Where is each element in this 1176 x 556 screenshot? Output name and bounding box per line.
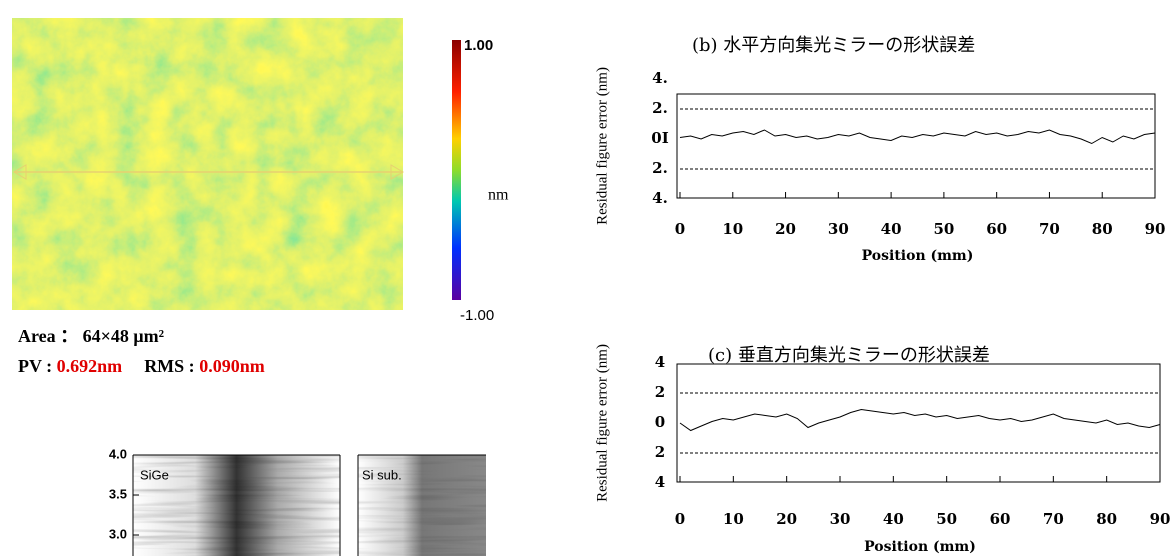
stats: PV : 0.692nm RMS : 0.090nm — [18, 356, 265, 376]
x-tick-label: 80 — [1092, 220, 1113, 238]
x-tick-label: 20 — [775, 220, 796, 238]
scan-marker — [13, 164, 27, 180]
panel-label: SiGe — [140, 467, 169, 482]
sige-streaks — [133, 455, 340, 556]
colorbar-unit: nm — [488, 187, 509, 204]
y-tick-label: 4. — [652, 69, 668, 87]
x-tick-label: 10 — [723, 510, 744, 528]
surface-map — [12, 18, 403, 310]
sisub-streaks — [358, 455, 486, 556]
y-tick-label: 3.5 — [109, 486, 127, 501]
x-tick-label: 60 — [990, 510, 1011, 528]
rms-label: RMS : — [144, 356, 199, 376]
chart-title: (b) 水平方向集光ミラーの形状誤差 — [692, 35, 975, 56]
x-tick-label: 0 — [675, 510, 685, 528]
plot-frame — [676, 363, 1161, 483]
x-tick-label: 50 — [936, 510, 957, 528]
rms-value: 0.090nm — [199, 356, 265, 376]
profile-line — [679, 129, 1156, 145]
y-tick-label: 2 — [655, 443, 665, 461]
plot-frame — [676, 93, 1156, 199]
y-tick-label: 2. — [652, 159, 668, 177]
x-tick-label: 0 — [675, 220, 685, 238]
colorbar — [452, 40, 461, 300]
panel-label: Si sub. — [362, 467, 402, 482]
x-tick-label: 90 — [1150, 510, 1171, 528]
y-tick-label: 0I — [651, 129, 668, 147]
x-tick-label: 60 — [986, 220, 1007, 238]
x-tick-label: 40 — [883, 510, 904, 528]
x-tick-label: 10 — [722, 220, 743, 238]
y-tick-label: 4.0 — [109, 446, 127, 461]
pv-value: 0.692nm — [57, 356, 123, 376]
y-tick-label: 4. — [652, 189, 668, 207]
x-tick-label: 80 — [1096, 510, 1117, 528]
x-axis-label: Position (mm) — [864, 539, 976, 555]
pv-label: PV : — [18, 356, 57, 376]
profile-image: SiGe Si sub. — [132, 454, 486, 556]
y-tick-label: 2. — [652, 99, 668, 117]
x-tick-label: 30 — [828, 220, 849, 238]
x-tick-label: 70 — [1039, 220, 1060, 238]
y-tick-label: 3.0 — [109, 526, 127, 541]
y-tick-label: 4 — [655, 353, 665, 371]
y-tick-label: 2 — [655, 383, 665, 401]
chart-title: (c) 垂直方向集光ミラーの形状誤差 — [708, 345, 990, 366]
y-axis-label: Residual figure error (nm) — [594, 67, 610, 225]
x-tick-label: 90 — [1145, 220, 1166, 238]
area-label: Area ： 64×48 μm² — [18, 326, 164, 346]
colorbar-min: -1.00 — [460, 307, 494, 324]
y-tick-label: 0 — [655, 413, 665, 431]
profile-line — [679, 408, 1161, 432]
scan-marker — [390, 164, 404, 180]
x-tick-label: 40 — [881, 220, 902, 238]
x-tick-label: 20 — [776, 510, 797, 528]
x-tick-label: 50 — [933, 220, 954, 238]
x-tick-label: 70 — [1043, 510, 1064, 528]
x-axis-label: Position (mm) — [862, 248, 974, 264]
y-tick-label: 4 — [655, 473, 665, 491]
y-axis-label: Residual figure error (nm) — [594, 344, 610, 502]
colorbar-max: 1.00 — [464, 37, 493, 54]
x-tick-label: 30 — [830, 510, 851, 528]
